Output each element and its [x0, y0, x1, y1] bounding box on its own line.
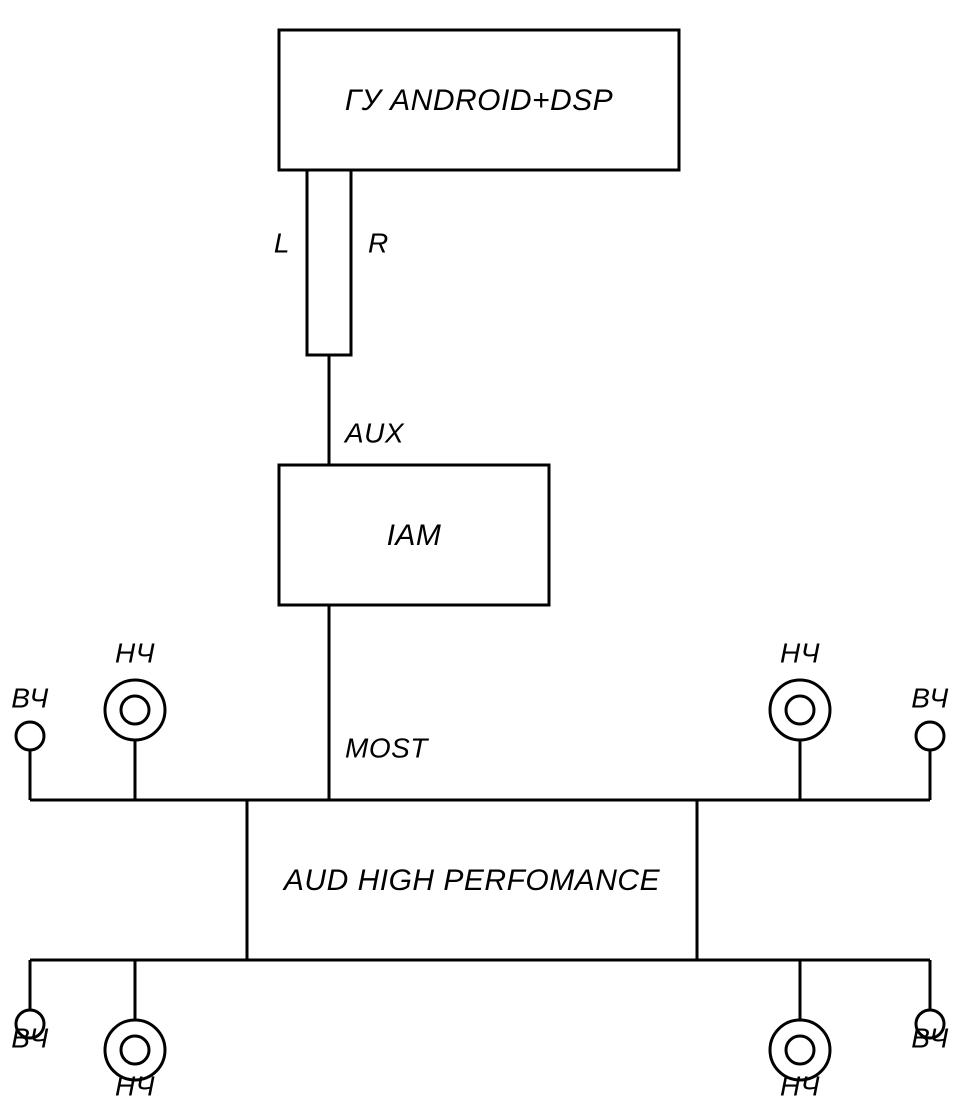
ur-vch-label: ВЧ: [911, 682, 949, 713]
amp-label: AUD HIGH PERFOMANCE: [282, 864, 661, 897]
lr-plug-block: [307, 170, 351, 355]
r-label: R: [368, 227, 389, 258]
lr-nch-inner: [786, 1036, 814, 1064]
ul-nch-inner: [121, 696, 149, 724]
head-unit-label: ГУ ANDROID+DSP: [345, 84, 613, 117]
lr-vch-label: ВЧ: [911, 1022, 949, 1053]
ul-nch-outer: [105, 680, 165, 740]
ur-nch-inner: [786, 696, 814, 724]
ur-nch-outer: [770, 680, 830, 740]
ul-vch-label: ВЧ: [11, 682, 49, 713]
aux-label: AUX: [343, 417, 405, 448]
ll-vch-label: ВЧ: [11, 1022, 49, 1053]
ur-vch-circle: [916, 722, 944, 750]
ll-nch-inner: [121, 1036, 149, 1064]
lr-nch-label: НЧ: [780, 1070, 820, 1101]
ur-nch-label: НЧ: [780, 637, 820, 668]
ll-nch-label: НЧ: [115, 1070, 155, 1101]
l-label: L: [274, 227, 290, 258]
iam-label: IAM: [387, 519, 442, 552]
ul-vch-circle: [16, 722, 44, 750]
most-label: MOST: [345, 732, 429, 763]
ul-nch-label: НЧ: [115, 637, 155, 668]
